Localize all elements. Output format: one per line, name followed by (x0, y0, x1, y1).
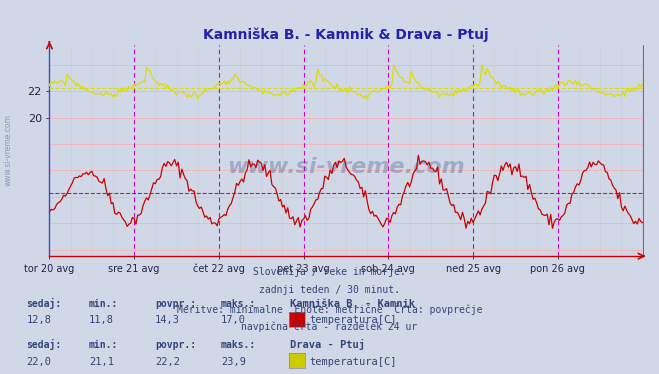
Text: temperatura[C]: temperatura[C] (310, 315, 397, 325)
Text: povpr.:: povpr.: (155, 340, 196, 350)
Text: min.:: min.: (89, 298, 119, 309)
Text: min.:: min.: (89, 340, 119, 350)
Text: navpična črta - razdelek 24 ur: navpična črta - razdelek 24 ur (241, 321, 418, 332)
Text: 11,8: 11,8 (89, 315, 114, 325)
Text: maks.:: maks.: (221, 298, 256, 309)
Text: maks.:: maks.: (221, 340, 256, 350)
Text: povpr.:: povpr.: (155, 298, 196, 309)
Text: www.si-vreme.com: www.si-vreme.com (3, 114, 13, 187)
Title: Kamniška B. - Kamnik & Drava - Ptuj: Kamniška B. - Kamnik & Drava - Ptuj (203, 28, 489, 42)
Text: www.si-vreme.com: www.si-vreme.com (227, 157, 465, 177)
Text: zadnji teden / 30 minut.: zadnji teden / 30 minut. (259, 285, 400, 295)
Text: Kamniška B. - Kamnik: Kamniška B. - Kamnik (290, 298, 415, 309)
Text: 14,3: 14,3 (155, 315, 180, 325)
Text: sedaj:: sedaj: (26, 298, 61, 309)
Text: 17,0: 17,0 (221, 315, 246, 325)
Text: temperatura[C]: temperatura[C] (310, 356, 397, 367)
Text: sedaj:: sedaj: (26, 339, 61, 350)
Text: 12,8: 12,8 (26, 315, 51, 325)
Text: Slovenija / reke in morje.: Slovenija / reke in morje. (253, 267, 406, 278)
Text: 21,1: 21,1 (89, 356, 114, 367)
Text: 23,9: 23,9 (221, 356, 246, 367)
Text: Meritve: minimalne  Enote: metrične  Črta: povprečje: Meritve: minimalne Enote: metrične Črta:… (177, 303, 482, 315)
Text: Drava - Ptuj: Drava - Ptuj (290, 339, 365, 350)
Text: 22,0: 22,0 (26, 356, 51, 367)
Text: 22,2: 22,2 (155, 356, 180, 367)
